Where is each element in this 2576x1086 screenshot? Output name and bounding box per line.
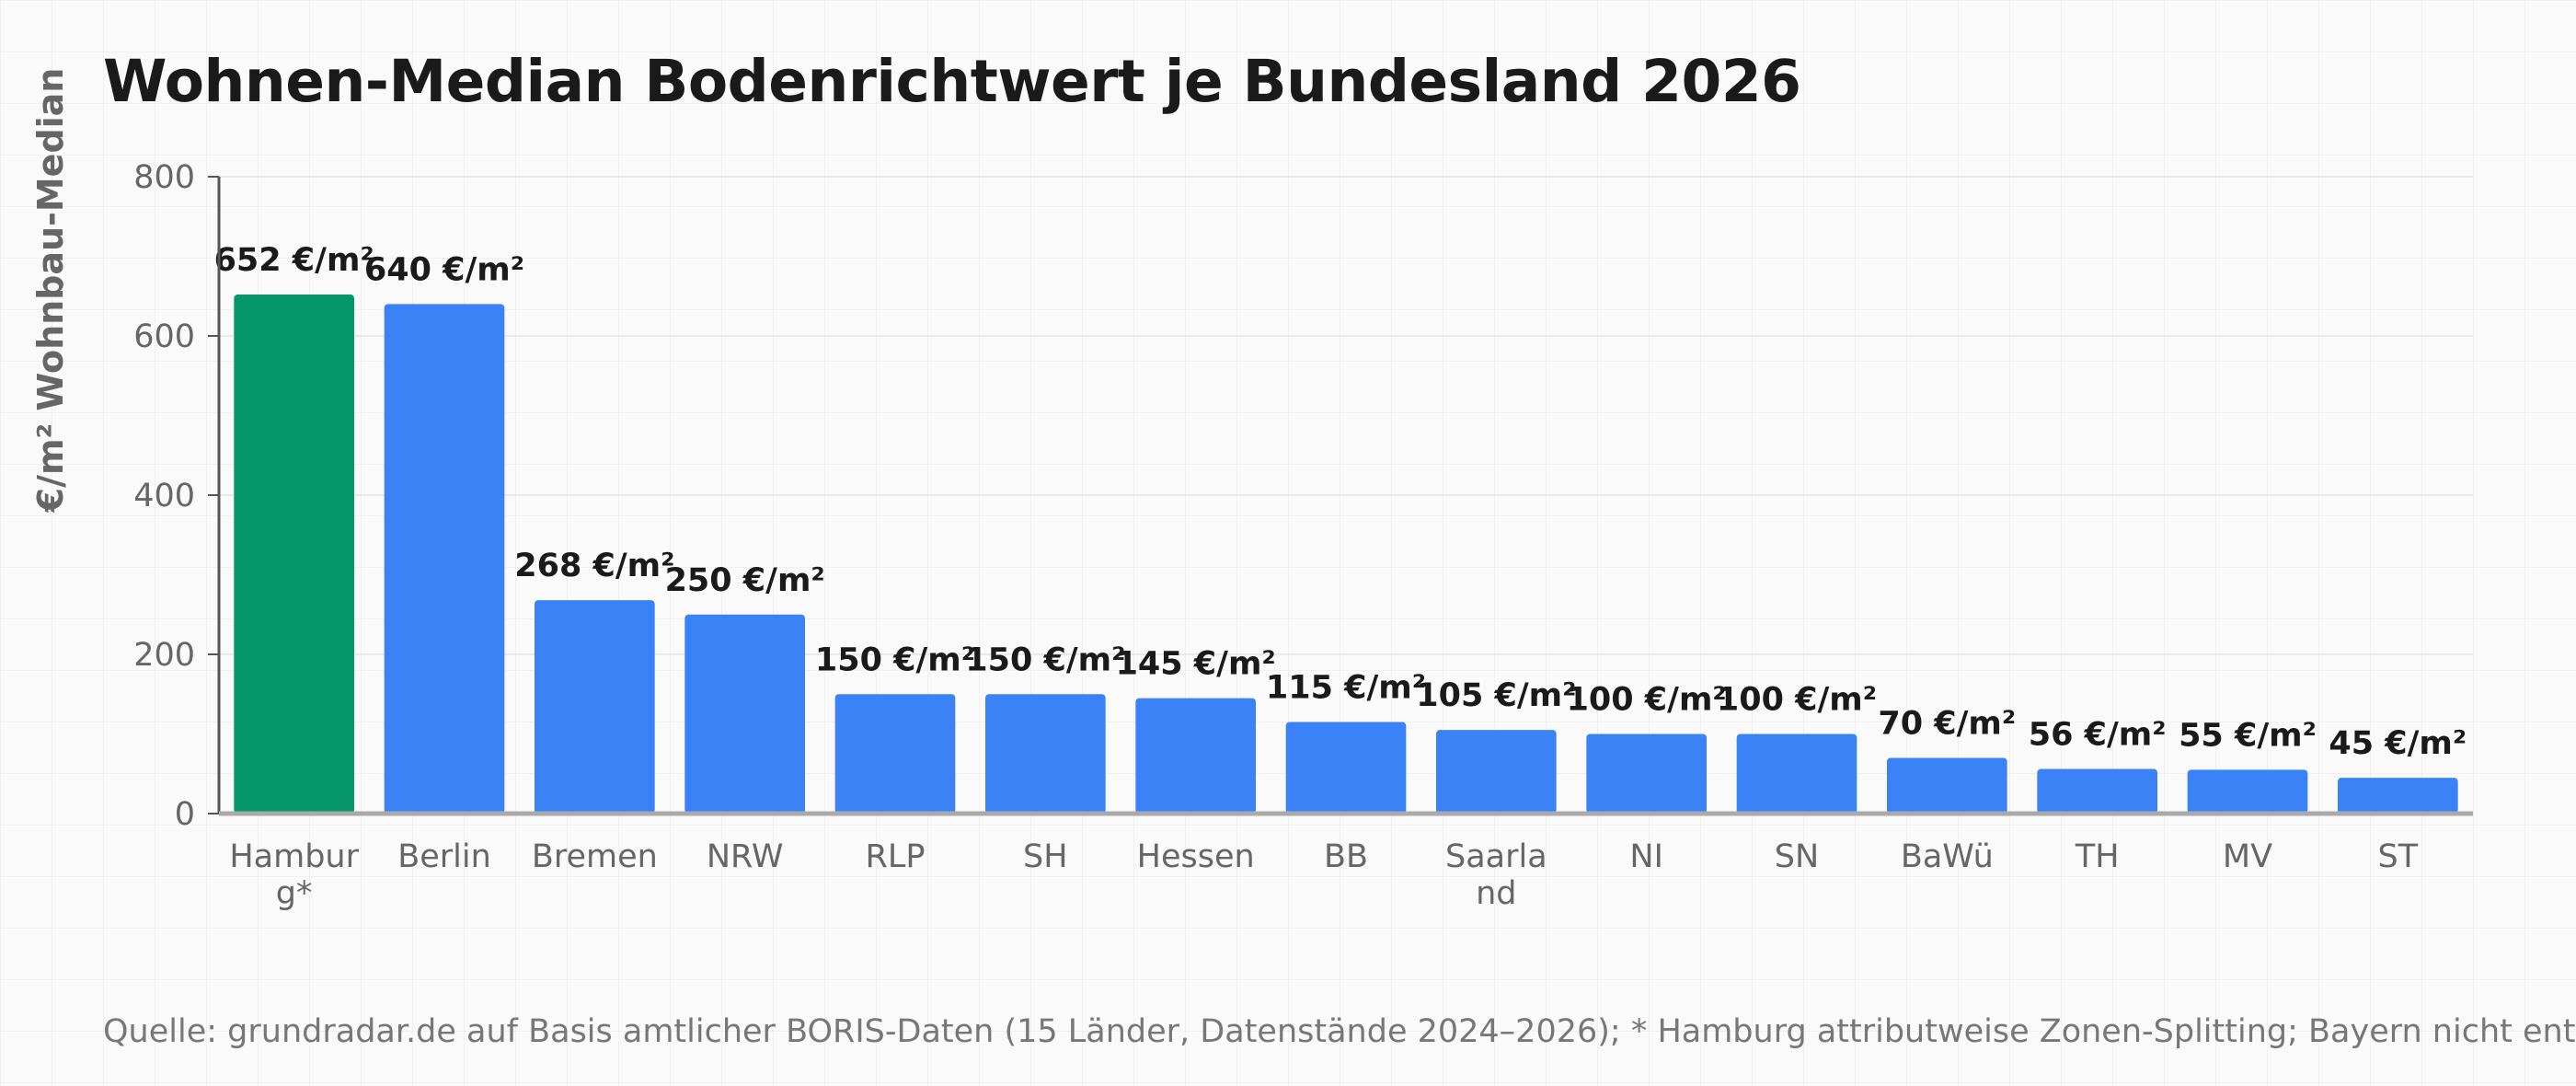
value-label: 55 €/m² <box>2179 717 2317 754</box>
value-label: 45 €/m² <box>2329 725 2467 762</box>
bar-nrw <box>684 614 805 814</box>
bar-saarland <box>1436 730 1557 814</box>
bar-bremen <box>535 600 655 814</box>
bar-rlp <box>834 694 956 814</box>
bar-bb <box>1285 722 1407 814</box>
y-tick-label: 800 <box>133 159 195 196</box>
x-tick-label: BB <box>1324 838 1368 875</box>
y-axis-label: €/m² Wohnbau-Median <box>30 68 71 514</box>
value-label: 150 €/m² <box>965 641 1125 678</box>
x-tick-label: TH <box>2075 838 2120 875</box>
value-label: 150 €/m² <box>815 641 975 678</box>
bar-ni <box>1586 734 1707 814</box>
bar-sh <box>985 694 1106 814</box>
bar-hamburg <box>234 295 354 814</box>
y-tick-label: 600 <box>133 318 195 355</box>
axes: 0 200 400 600 800 Hambur g* Berlin Bremen NRW RLP S… <box>133 159 2473 912</box>
bar-th <box>2037 768 2157 814</box>
value-label: 640 €/m² <box>364 251 524 288</box>
source-note: Quelle: grundradar.de auf Basis amtliche… <box>103 1013 2576 1050</box>
value-label: 100 €/m² <box>1717 682 1877 719</box>
bar-mv <box>2187 769 2308 814</box>
bar-sn <box>1736 734 1857 814</box>
y-tick-label: 200 <box>133 637 195 674</box>
x-tick-label: Bremen <box>532 838 658 875</box>
bar-baw <box>1887 757 2007 814</box>
x-tick-label: NRW <box>707 838 784 875</box>
x-tick-label: Berlin <box>397 838 491 875</box>
value-label: 70 €/m² <box>1878 705 2016 742</box>
bar-hessen <box>1135 698 1256 814</box>
value-label: 145 €/m² <box>1116 646 1276 683</box>
x-tick-label: NI <box>1629 838 1663 875</box>
x-tick-label: ST <box>2378 838 2419 875</box>
x-tick-label: Hambur g* <box>229 838 359 912</box>
x-tick-label: Saarla nd <box>1445 838 1547 912</box>
value-label: 250 €/m² <box>665 562 825 599</box>
value-label: 268 €/m² <box>514 548 674 584</box>
x-tick-label: SH <box>1023 838 1068 875</box>
x-tick-label: Hessen <box>1137 838 1255 875</box>
value-label: 115 €/m² <box>1266 670 1426 707</box>
value-label: 56 €/m² <box>2029 717 2167 754</box>
x-tick-label: RLP <box>866 838 926 875</box>
x-tick-label: SN <box>1775 838 1819 875</box>
bar-st <box>2338 778 2458 814</box>
y-tick-label: 0 <box>175 796 195 833</box>
bars <box>234 295 2458 814</box>
chart-title: Wohnen-Median Bodenrichtwert je Bundesla… <box>103 48 1801 115</box>
value-label: 652 €/m² <box>214 242 374 279</box>
x-tick-label: BaWü <box>1901 838 1994 875</box>
bar-berlin <box>384 304 505 814</box>
value-label: 105 €/m² <box>1416 677 1576 714</box>
x-tick-label: MV <box>2223 838 2272 875</box>
value-label: 100 €/m² <box>1567 682 1727 719</box>
y-tick-label: 400 <box>133 478 195 514</box>
